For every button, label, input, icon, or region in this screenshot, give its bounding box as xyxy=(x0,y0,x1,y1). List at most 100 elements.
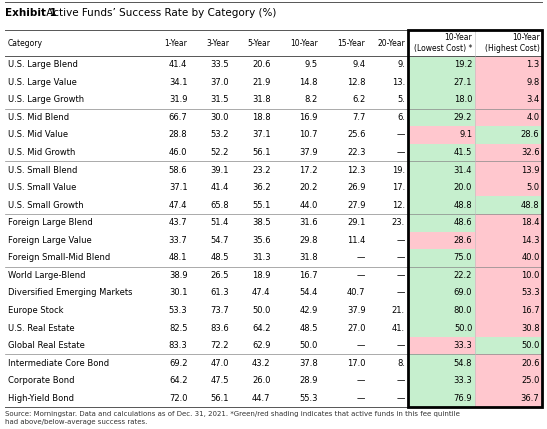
Bar xyxy=(408,354,475,372)
Text: 31.3: 31.3 xyxy=(252,254,271,262)
Text: 40.7: 40.7 xyxy=(347,288,365,297)
Text: 50.0: 50.0 xyxy=(521,341,539,350)
Text: 48.5: 48.5 xyxy=(211,254,229,262)
Text: 48.8: 48.8 xyxy=(453,201,472,210)
Text: Corporate Bond: Corporate Bond xyxy=(8,376,74,385)
Text: 21.9: 21.9 xyxy=(252,78,271,87)
Text: —: — xyxy=(357,341,365,350)
Text: 26.5: 26.5 xyxy=(211,271,229,280)
Text: 26.0: 26.0 xyxy=(252,376,271,385)
Text: 33.5: 33.5 xyxy=(211,60,229,69)
Text: —: — xyxy=(397,236,405,245)
Text: 37.0: 37.0 xyxy=(211,78,229,87)
Text: 9.4: 9.4 xyxy=(352,60,365,69)
Text: 34.1: 34.1 xyxy=(169,78,188,87)
Text: 69.2: 69.2 xyxy=(169,359,188,368)
Text: 65.8: 65.8 xyxy=(211,201,229,210)
Text: 61.3: 61.3 xyxy=(211,288,229,297)
Text: —: — xyxy=(357,376,365,385)
Text: 18.4: 18.4 xyxy=(521,218,539,227)
Text: U.S. Large Blend: U.S. Large Blend xyxy=(8,60,77,69)
Bar xyxy=(475,91,542,109)
Bar xyxy=(475,126,542,144)
Text: 36.2: 36.2 xyxy=(252,183,271,192)
Bar xyxy=(475,284,542,302)
Text: 19.: 19. xyxy=(392,166,405,175)
Text: 8.2: 8.2 xyxy=(305,95,318,104)
Text: had above/below-average success rates.: had above/below-average success rates. xyxy=(5,419,147,425)
Text: 37.9: 37.9 xyxy=(347,306,365,315)
Bar xyxy=(408,30,542,407)
Text: 48.5: 48.5 xyxy=(299,323,318,332)
Text: 23.: 23. xyxy=(392,218,405,227)
Text: 12.: 12. xyxy=(392,201,405,210)
Bar xyxy=(408,337,475,354)
Text: 53.3: 53.3 xyxy=(169,306,188,315)
Bar xyxy=(475,302,542,319)
Text: 41.4: 41.4 xyxy=(211,183,229,192)
Bar xyxy=(475,319,542,337)
Text: 41.4: 41.4 xyxy=(169,60,188,69)
Bar xyxy=(408,249,475,266)
Text: 11.4: 11.4 xyxy=(347,236,365,245)
Text: —: — xyxy=(397,394,405,403)
Bar xyxy=(475,161,542,179)
Text: 37.1: 37.1 xyxy=(169,183,188,192)
Text: 29.2: 29.2 xyxy=(454,113,472,122)
Text: 5.0: 5.0 xyxy=(526,183,539,192)
Bar xyxy=(408,126,475,144)
Text: 44.0: 44.0 xyxy=(300,201,318,210)
Text: 10-Year: 10-Year xyxy=(290,39,318,48)
Text: 52.2: 52.2 xyxy=(211,148,229,157)
Text: 20-Year: 20-Year xyxy=(377,39,405,48)
Text: 9.8: 9.8 xyxy=(526,78,539,87)
Text: 50.0: 50.0 xyxy=(300,341,318,350)
Text: 6.2: 6.2 xyxy=(352,95,365,104)
Text: Source: Morningstar. Data and calculations as of Dec. 31, 2021. *Green/red shadi: Source: Morningstar. Data and calculatio… xyxy=(5,411,460,417)
Text: 82.5: 82.5 xyxy=(169,323,188,332)
Text: 55.3: 55.3 xyxy=(299,394,318,403)
Text: Category: Category xyxy=(8,39,43,48)
Text: 3.4: 3.4 xyxy=(526,95,539,104)
Text: 30.8: 30.8 xyxy=(521,323,539,332)
Bar xyxy=(475,56,542,73)
Text: 32.6: 32.6 xyxy=(521,148,539,157)
Text: 64.2: 64.2 xyxy=(169,376,188,385)
Text: —: — xyxy=(397,376,405,385)
Text: 22.3: 22.3 xyxy=(347,148,365,157)
Bar xyxy=(475,232,542,249)
Text: 37.8: 37.8 xyxy=(299,359,318,368)
Text: —: — xyxy=(397,254,405,262)
Text: 16.9: 16.9 xyxy=(299,113,318,122)
Bar xyxy=(408,390,475,407)
Text: —: — xyxy=(397,271,405,280)
Bar xyxy=(475,196,542,214)
Text: 48.1: 48.1 xyxy=(169,254,188,262)
Text: 1-Year: 1-Year xyxy=(165,39,188,48)
Bar xyxy=(475,144,542,161)
Bar xyxy=(475,179,542,196)
Text: 44.7: 44.7 xyxy=(252,394,271,403)
Text: 35.6: 35.6 xyxy=(252,236,271,245)
Text: 33.3: 33.3 xyxy=(453,376,472,385)
Text: 83.6: 83.6 xyxy=(210,323,229,332)
Text: 36.7: 36.7 xyxy=(521,394,539,403)
Text: 5-Year: 5-Year xyxy=(247,39,271,48)
Text: U.S. Small Growth: U.S. Small Growth xyxy=(8,201,83,210)
Bar xyxy=(408,161,475,179)
Text: 51.4: 51.4 xyxy=(211,218,229,227)
Text: 73.7: 73.7 xyxy=(210,306,229,315)
Text: World Large-Blend: World Large-Blend xyxy=(8,271,85,280)
Text: 72.0: 72.0 xyxy=(169,394,188,403)
Text: —: — xyxy=(357,394,365,403)
Text: 48.6: 48.6 xyxy=(453,218,472,227)
Text: 8.: 8. xyxy=(397,359,405,368)
Text: 28.6: 28.6 xyxy=(453,236,472,245)
Text: 25.0: 25.0 xyxy=(521,376,539,385)
Text: U.S. Large Growth: U.S. Large Growth xyxy=(8,95,84,104)
Text: 31.9: 31.9 xyxy=(169,95,188,104)
Text: —: — xyxy=(357,271,365,280)
Text: 6.: 6. xyxy=(397,113,405,122)
Text: 1.3: 1.3 xyxy=(526,60,539,69)
Text: 17.: 17. xyxy=(392,183,405,192)
